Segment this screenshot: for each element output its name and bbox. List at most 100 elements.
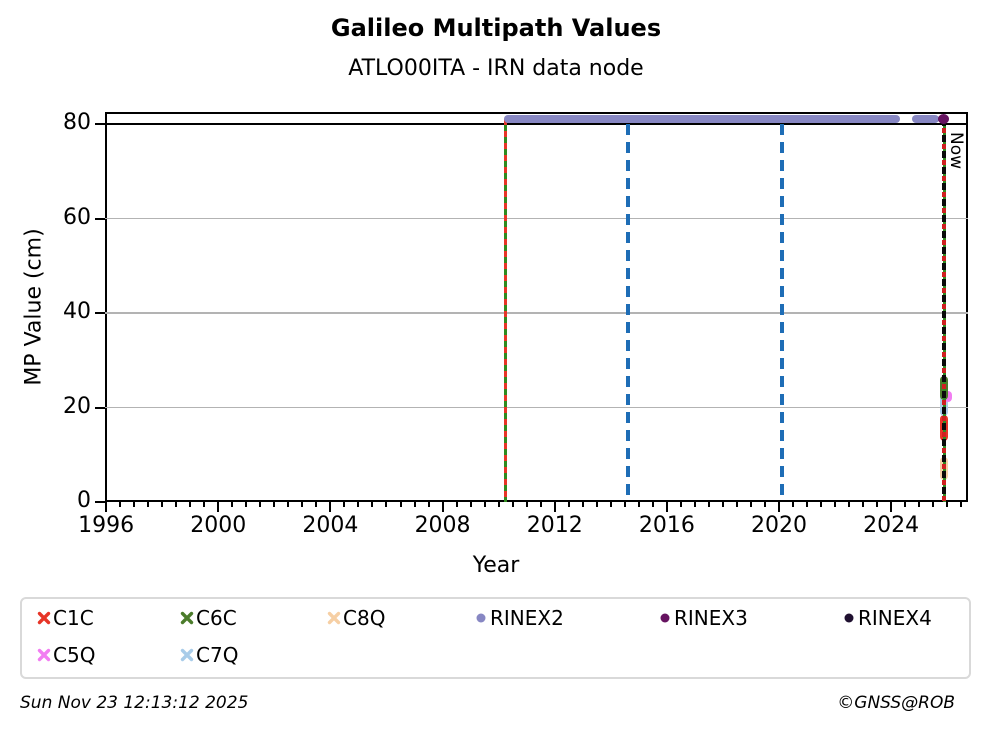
legend-label-c5q: C5Q	[53, 643, 96, 667]
legend-label-c6c: C6C	[196, 606, 237, 630]
legend-label-rinex2: RINEX2	[490, 606, 564, 630]
x-minor-tick	[581, 502, 584, 507]
x-minor-tick	[693, 502, 696, 507]
legend-item-rinex4: RINEX4	[842, 606, 992, 632]
chart-subtitle: ATLO00ITA - IRN data node	[348, 56, 644, 81]
x-minor-tick	[651, 502, 654, 507]
legend-item-c1c: C1C	[37, 606, 197, 632]
boundary-line-2	[780, 124, 784, 502]
x-minor-tick	[609, 502, 612, 507]
x-minor-tick	[637, 502, 640, 507]
y-tick-label: 80	[63, 110, 91, 136]
footer-timestamp: Sun Nov 23 12:13:12 2025	[20, 693, 249, 713]
x-minor-tick	[483, 502, 486, 507]
y-major-tick	[95, 123, 105, 125]
y-major-tick	[95, 406, 105, 409]
x-minor-tick	[946, 502, 949, 507]
x-major-tick	[105, 502, 108, 512]
x-minor-tick	[259, 502, 262, 507]
x-marker-icon	[180, 648, 194, 662]
x-minor-tick	[567, 502, 570, 507]
x-tick-label: 1996	[78, 513, 135, 538]
chart-title: Galileo Multipath Values	[330, 14, 662, 42]
x-marker-icon	[327, 611, 341, 625]
footer-credit: ©GNSS@ROB	[837, 693, 955, 713]
legend-label-rinex3: RINEX3	[674, 606, 748, 630]
x-minor-tick	[932, 502, 935, 507]
x-minor-tick	[960, 502, 963, 507]
legend-item-c8q: C8Q	[327, 606, 487, 632]
circle-marker-icon	[660, 613, 670, 623]
x-minor-tick	[511, 502, 514, 507]
legend-item-c7q: C7Q	[180, 643, 340, 669]
circle-marker-icon	[844, 613, 854, 623]
x-minor-tick	[862, 502, 865, 507]
x-minor-tick	[245, 502, 248, 507]
x-minor-tick	[497, 502, 500, 507]
rinex2-band-segment-2	[912, 115, 940, 124]
x-minor-tick	[525, 502, 528, 507]
x-major-tick	[890, 502, 893, 512]
x-minor-tick	[343, 502, 346, 507]
x-minor-tick	[539, 502, 542, 507]
legend-label-rinex4: RINEX4	[858, 606, 932, 630]
x-minor-tick	[315, 502, 318, 507]
x-minor-tick	[231, 502, 234, 507]
x-minor-tick	[385, 502, 388, 507]
x-minor-tick	[848, 502, 851, 507]
x-major-tick	[665, 502, 668, 512]
x-major-tick	[778, 502, 781, 512]
x-tick-label: 2008	[414, 513, 471, 538]
legend-item-c6c: C6C	[180, 606, 340, 632]
x-minor-tick	[455, 502, 458, 507]
x-minor-tick	[918, 502, 921, 507]
x-minor-tick	[904, 502, 907, 507]
x-minor-tick	[679, 502, 682, 507]
x-minor-tick	[595, 502, 598, 507]
x-minor-tick	[834, 502, 837, 507]
x-minor-tick	[820, 502, 823, 507]
y-axis-label-wrap: MP Value (cm)	[6, 175, 62, 439]
x-minor-tick	[203, 502, 206, 507]
legend-label-c1c: C1C	[53, 606, 94, 630]
threshold-line-80	[105, 122, 968, 126]
now-line-label: Now	[946, 132, 967, 170]
data-start-line-dashes	[504, 119, 508, 502]
x-minor-tick	[273, 502, 276, 507]
x-minor-tick	[721, 502, 724, 507]
x-minor-tick	[623, 502, 626, 507]
x-tick-label: 2016	[638, 513, 695, 538]
x-minor-tick	[707, 502, 710, 507]
x-minor-tick	[189, 502, 192, 507]
x-minor-tick	[413, 502, 416, 507]
x-minor-tick	[161, 502, 164, 507]
gridline-y-40	[105, 312, 968, 314]
legend-label-c7q: C7Q	[196, 643, 239, 667]
x-axis-label: Year	[472, 553, 520, 578]
now-line-dashes	[942, 119, 947, 502]
legend: C1C C6C C8Q RINEX2 RINEX3 RINEX4 C5Q C7Q	[20, 597, 971, 679]
x-marker-icon	[37, 611, 51, 625]
y-tick-label: 40	[63, 299, 91, 324]
x-tick-label: 2020	[751, 513, 808, 538]
y-tick-label: 20	[63, 393, 91, 419]
x-tick-label: 2000	[190, 513, 247, 538]
x-minor-tick	[806, 502, 809, 507]
x-minor-tick	[792, 502, 795, 507]
x-major-tick	[329, 502, 332, 512]
plot-area: 1996 2000 2004 2008 2012 2016 2020 2024 0 20 40 60 8…	[63, 110, 968, 538]
y-tick-label: 60	[63, 204, 91, 230]
x-marker-icon	[180, 611, 194, 625]
legend-item-rinex3: RINEX3	[658, 606, 818, 632]
x-minor-tick	[749, 502, 752, 507]
x-minor-tick	[133, 502, 136, 507]
x-marker-icon	[37, 648, 51, 662]
x-minor-tick	[469, 502, 472, 507]
gridline-y-20	[105, 406, 968, 409]
x-tick-label: 2024	[863, 513, 920, 538]
x-minor-tick	[399, 502, 402, 507]
legend-label-c8q: C8Q	[343, 606, 386, 630]
boundary-line-1	[626, 124, 630, 502]
x-tick-label: 2012	[526, 513, 583, 538]
